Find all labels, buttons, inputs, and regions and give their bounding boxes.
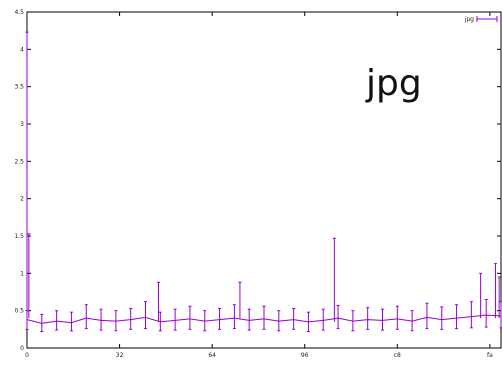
series-jpg	[25, 31, 502, 333]
annotation-jpg: jpg	[365, 63, 422, 104]
y-tick-label: 2.5	[14, 158, 24, 165]
x-tick-label: 0	[25, 352, 29, 359]
x-tick-label: 64	[208, 352, 216, 359]
y-tick-label: 4	[20, 46, 24, 53]
y-tick-label: 1.5	[14, 233, 24, 240]
y-tick-label: 4.5	[14, 9, 24, 16]
x-tick-label: fa	[487, 352, 493, 359]
y-tick-label: 2	[20, 196, 24, 203]
y-tick-label: 1	[20, 270, 24, 277]
y-tick-label: 3.5	[14, 84, 24, 91]
y-tick-label: 0	[20, 345, 24, 352]
series-line-jpg	[26, 314, 502, 324]
plot-frame	[26, 11, 502, 349]
tick-labels: 0 0.5 1 1.5 2 2.5 3 3.5 4 4.5 0 32 64 96 c8 fa	[14, 9, 493, 359]
chart-axes	[26, 11, 502, 349]
legend: jpg	[464, 16, 498, 23]
y-tick-label: 3	[20, 121, 24, 128]
x-tick-label: 96	[301, 352, 309, 359]
x-tick-label: c8	[394, 352, 401, 359]
legend-label-jpg: jpg	[464, 16, 474, 23]
y-tick-label: 0.5	[14, 308, 24, 315]
x-tick-label: 32	[116, 352, 124, 359]
